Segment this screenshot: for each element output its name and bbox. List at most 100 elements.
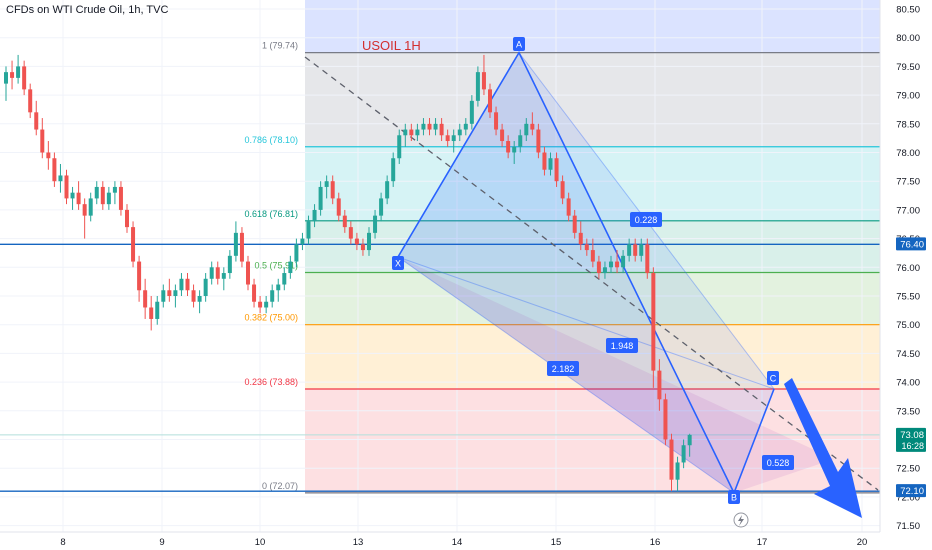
candle-body xyxy=(409,129,414,136)
candle xyxy=(494,106,499,136)
candle xyxy=(627,238,632,262)
fib-zone xyxy=(305,388,880,493)
pattern-xab-fill xyxy=(398,52,734,493)
candle-body xyxy=(143,290,148,308)
annotation-label: USOIL 1H xyxy=(362,38,421,53)
candle-body xyxy=(542,152,547,170)
x-tick-label: 14 xyxy=(452,537,463,548)
candle xyxy=(197,290,202,314)
candle xyxy=(306,215,311,245)
candle xyxy=(512,141,517,164)
ratio-badge-bg xyxy=(606,338,638,353)
candle xyxy=(445,129,450,147)
x-tick-label: 8 xyxy=(60,537,65,548)
candle-body xyxy=(209,267,214,279)
candle-body xyxy=(137,261,142,291)
candle-body xyxy=(445,135,450,142)
candle xyxy=(4,66,8,101)
candle-body xyxy=(500,129,505,142)
ratio-badge-text: 0.528 xyxy=(767,458,790,468)
candle xyxy=(548,152,553,176)
candle xyxy=(227,250,232,279)
candle-body xyxy=(379,198,384,216)
candle xyxy=(330,175,335,205)
candle-body xyxy=(451,135,456,142)
candle xyxy=(602,261,607,279)
candle-body xyxy=(100,186,105,205)
candle xyxy=(252,278,257,308)
candle-body xyxy=(246,261,250,285)
price-tag-value: 72.10 xyxy=(900,486,924,497)
candle xyxy=(367,227,371,256)
candle-body xyxy=(373,215,378,233)
candle-body xyxy=(131,227,136,262)
candle xyxy=(246,255,250,291)
candle xyxy=(354,232,359,251)
candle-body xyxy=(536,129,541,153)
y-tick-label: 79.00 xyxy=(896,91,920,102)
fib-zone xyxy=(305,324,880,389)
y-tick-label: 71.50 xyxy=(896,521,920,532)
time-axis-bg xyxy=(0,532,932,550)
candle xyxy=(687,433,692,457)
candle xyxy=(584,238,589,256)
candle xyxy=(500,123,505,147)
candle xyxy=(155,296,160,325)
point-badge-text: A xyxy=(516,40,522,50)
ratio-badge-bg xyxy=(547,361,579,376)
candle-body xyxy=(518,135,523,147)
y-tick-label: 77.50 xyxy=(896,177,920,188)
x-tick-label: 13 xyxy=(353,537,364,548)
candle xyxy=(106,186,111,210)
candle xyxy=(282,267,287,291)
dashed-trendline xyxy=(304,56,879,491)
candle xyxy=(167,278,172,302)
candle-body xyxy=(88,198,93,216)
point-badge-bg xyxy=(728,490,740,504)
candle xyxy=(566,192,571,222)
candle-body xyxy=(397,135,402,159)
candle-body xyxy=(118,186,123,210)
candle xyxy=(633,238,638,262)
candle-body xyxy=(596,261,601,274)
candle xyxy=(397,129,402,164)
candle xyxy=(518,129,523,153)
candle-body xyxy=(233,232,238,256)
candle xyxy=(10,60,15,90)
candle xyxy=(645,238,650,279)
candle-body xyxy=(179,278,184,291)
fib-zone xyxy=(305,146,880,221)
y-tick-label: 72.50 xyxy=(896,464,920,475)
ratio-badge-text: 1.948 xyxy=(611,341,634,351)
fib-level-label: 0.382 (75.00) xyxy=(244,313,298,323)
candle xyxy=(46,141,51,170)
candle xyxy=(681,439,686,469)
candle-body xyxy=(657,370,662,400)
candle-body xyxy=(185,278,190,291)
pattern-ratio-badge: 1.948 xyxy=(606,338,638,353)
candle xyxy=(669,433,674,492)
candle xyxy=(131,221,136,268)
candle xyxy=(324,175,329,199)
ratio-badge-text: 2.182 xyxy=(552,364,575,374)
candle-body xyxy=(481,72,486,90)
y-tick-label: 73.50 xyxy=(896,406,920,417)
candle xyxy=(88,192,93,222)
candle-body xyxy=(16,66,21,78)
price-tag-time: 16:28 xyxy=(901,441,924,451)
price-tag-bg xyxy=(896,427,926,452)
candle xyxy=(433,118,438,136)
candle xyxy=(258,296,263,314)
candle-body xyxy=(354,238,359,245)
candle xyxy=(294,238,299,268)
candle-body xyxy=(584,244,589,251)
price-tag-value: 73.08 xyxy=(900,430,924,441)
candle-body xyxy=(439,123,444,136)
candle-body xyxy=(155,301,160,319)
fib-zone xyxy=(305,272,880,325)
candle xyxy=(276,278,281,302)
candle-body xyxy=(40,129,45,153)
pattern-point-b: B xyxy=(728,490,740,504)
